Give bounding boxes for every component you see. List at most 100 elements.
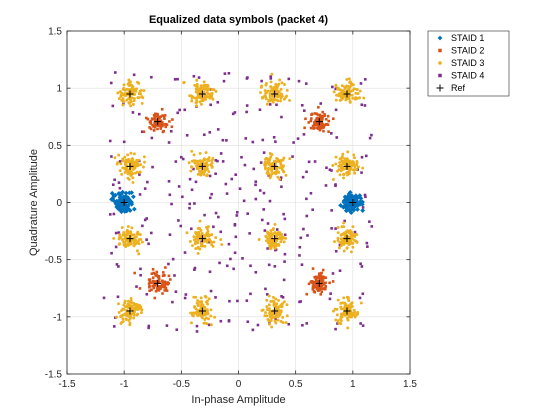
staid2-point	[316, 116, 320, 120]
staid3-point	[124, 239, 128, 243]
staid4-point	[264, 287, 267, 291]
x-tick-label: 1	[350, 379, 356, 390]
staid2-point	[156, 113, 159, 117]
staid3-point	[126, 225, 130, 229]
staid3-point	[343, 90, 347, 94]
staid4-point	[287, 77, 291, 81]
staid4-point	[219, 152, 223, 155]
staid3-point	[198, 219, 202, 223]
staid3-point	[120, 98, 124, 102]
staid3-point	[126, 299, 130, 303]
staid3-point	[135, 313, 139, 317]
staid3-point	[113, 156, 117, 160]
x-tick-label: -1	[120, 379, 129, 390]
staid3-point	[269, 241, 273, 245]
legend-marker	[438, 73, 442, 78]
staid4-point	[217, 215, 220, 219]
staid2-point	[313, 121, 317, 125]
staid3-point	[117, 235, 121, 239]
staid2-point	[162, 274, 165, 277]
x-tick-label: 0.5	[289, 379, 303, 390]
staid3-point	[117, 311, 121, 314]
staid3-point	[135, 87, 138, 91]
staid3-point	[120, 172, 124, 176]
y-tick-label: -1.5	[45, 370, 63, 381]
staid3-point	[123, 88, 127, 92]
staid3-point	[131, 167, 135, 171]
staid3-point	[131, 176, 135, 180]
staid3-point	[206, 234, 210, 238]
staid4-point	[209, 289, 213, 293]
staid3-point	[202, 172, 206, 176]
staid2-point	[148, 289, 151, 293]
staid4-point	[216, 128, 220, 131]
staid2-point	[321, 268, 325, 272]
staid3-point	[268, 176, 272, 180]
staid3-point	[280, 168, 284, 171]
staid3-point	[192, 295, 196, 299]
staid3-point	[349, 81, 353, 85]
staid4-point	[263, 229, 267, 232]
staid3-point	[187, 161, 191, 165]
staid3-point	[199, 244, 203, 248]
staid4-point	[230, 177, 234, 181]
staid3-point	[136, 241, 140, 245]
staid3-point	[353, 156, 356, 160]
staid2-point	[156, 116, 160, 120]
staid1-point	[119, 209, 124, 215]
staid4-point	[195, 330, 199, 333]
staid3-point	[117, 153, 121, 157]
staid3-point	[336, 319, 340, 323]
staid3-point	[279, 303, 283, 307]
staid3-point	[135, 249, 139, 253]
staid4-point	[363, 104, 367, 107]
staid2-point	[157, 281, 161, 284]
staid4-point	[188, 206, 191, 210]
staid4-point	[282, 278, 286, 282]
staid2-point	[312, 281, 316, 285]
staid4-point	[233, 251, 237, 255]
staid2-point	[164, 286, 168, 290]
staid3-point	[142, 165, 145, 169]
staid3-point	[271, 299, 275, 303]
staid4-point	[325, 166, 328, 170]
staid3-point	[338, 98, 342, 102]
staid4-point	[117, 181, 121, 184]
staid3-point	[338, 173, 342, 177]
staid3-point	[119, 162, 123, 166]
staid4-point	[151, 165, 154, 169]
staid3-point	[334, 155, 338, 159]
staid1-point	[111, 193, 117, 199]
staid3-point	[347, 163, 351, 166]
staid2-point	[318, 288, 322, 292]
staid2-point	[321, 279, 325, 282]
staid2-point	[319, 279, 323, 283]
staid4-point	[364, 195, 367, 199]
staid4-point	[251, 328, 255, 332]
staid3-point	[196, 172, 200, 176]
staid4-point	[167, 262, 170, 266]
staid4-point	[175, 328, 179, 332]
staid3-point	[350, 305, 354, 308]
staid2-point	[324, 117, 328, 121]
staid4-point	[305, 322, 309, 325]
staid4-point	[145, 217, 149, 220]
staid2-point	[319, 127, 323, 130]
staid2-point	[163, 289, 167, 292]
staid2-point	[314, 281, 318, 284]
staid3-point	[189, 169, 193, 173]
staid3-point	[344, 241, 348, 245]
staid4-point	[173, 78, 177, 81]
staid4-point	[188, 177, 192, 181]
staid3-point	[271, 243, 275, 247]
staid2-point	[327, 119, 331, 123]
staid3-point	[268, 152, 272, 155]
staid4-point	[176, 111, 180, 115]
x-tick-label: -1.5	[58, 379, 76, 390]
staid3-point	[352, 161, 356, 165]
staid3-point	[353, 315, 357, 319]
staid3-point	[354, 91, 358, 95]
staid4-point	[193, 202, 196, 205]
staid3-point	[278, 93, 282, 97]
staid2-point	[331, 280, 335, 283]
